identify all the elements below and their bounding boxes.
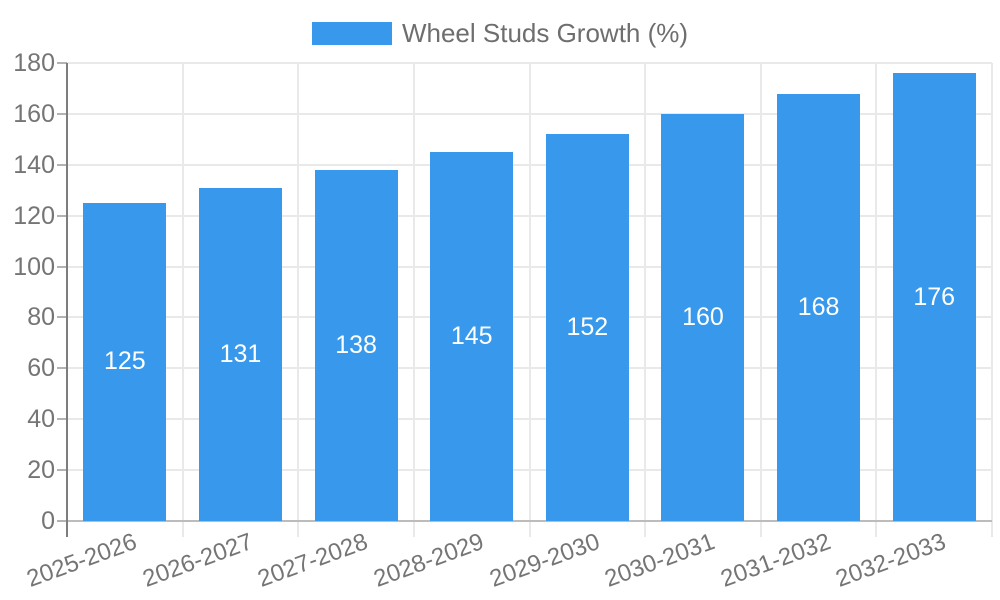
bar[interactable]: 168 [777, 93, 861, 521]
y-tick-mark [57, 418, 67, 421]
y-tick-label: 180 [13, 49, 55, 77]
horizontal-gridline [67, 214, 992, 217]
bar-value-label: 131 [219, 339, 262, 368]
y-tick-label: 120 [13, 201, 55, 230]
y-tick-label: 140 [13, 150, 55, 179]
x-tick-label: 2027-2028 [254, 528, 372, 593]
y-axis-line [66, 63, 68, 537]
bar-value-label: 138 [335, 330, 377, 359]
horizontal-gridline [67, 62, 992, 64]
x-tick-label: 2032-2033 [832, 528, 950, 593]
bar[interactable]: 145 [430, 152, 514, 521]
legend-item[interactable]: Wheel Studs Growth (%) [311, 18, 689, 48]
legend: Wheel Studs Growth (%) [0, 20, 1000, 46]
legend-label: Wheel Studs Growth (%) [401, 18, 689, 48]
x-axis-baseline [67, 520, 992, 522]
x-tick-label: 2028-2029 [370, 528, 488, 593]
bar-value-label: 168 [797, 292, 840, 321]
bar[interactable]: 152 [545, 134, 629, 521]
y-tick-label: 160 [13, 99, 55, 128]
bar-value-label: 145 [450, 322, 493, 351]
vertical-gridline [875, 63, 878, 537]
x-tick-label: 2029-2030 [485, 528, 603, 593]
vertical-gridline [759, 63, 762, 537]
y-tick-label: 80 [27, 303, 55, 332]
horizontal-gridline [67, 316, 992, 319]
legend-swatch-icon [311, 21, 392, 45]
vertical-gridline [528, 63, 531, 537]
vertical-gridline [412, 63, 415, 537]
bar-value-label: 152 [566, 313, 609, 342]
y-tick-label: 0 [41, 507, 55, 535]
horizontal-gridline [67, 418, 992, 421]
y-tick-label: 20 [27, 456, 55, 485]
y-tick-label: 40 [27, 405, 55, 434]
bar[interactable]: 138 [314, 169, 398, 521]
x-tick-label: 2025-2026 [23, 528, 141, 593]
y-tick-mark [57, 214, 67, 217]
y-tick-mark [57, 469, 67, 472]
y-tick-mark [57, 62, 67, 64]
bar-value-label: 176 [913, 282, 956, 311]
vertical-gridline [991, 63, 993, 537]
bar-value-label: 125 [103, 347, 146, 376]
vertical-gridline [297, 63, 300, 537]
y-tick-mark [57, 265, 67, 268]
y-tick-mark [57, 367, 67, 370]
bar[interactable]: 125 [83, 202, 167, 521]
horizontal-gridline [67, 367, 992, 370]
horizontal-gridline [67, 469, 992, 472]
horizontal-gridline [67, 265, 992, 268]
y-tick-label: 100 [13, 252, 55, 281]
x-tick-label: 2031-2032 [717, 528, 835, 593]
bar[interactable]: 131 [198, 187, 282, 521]
x-tick-label: 2026-2027 [138, 528, 256, 593]
bar[interactable]: 176 [892, 73, 976, 521]
y-tick-mark [57, 112, 67, 115]
bar-value-label: 160 [682, 302, 724, 331]
vertical-gridline [181, 63, 184, 537]
y-tick-mark [57, 163, 67, 166]
y-tick-label: 60 [27, 354, 55, 383]
x-tick-label: 2030-2031 [601, 528, 719, 593]
horizontal-gridline [67, 163, 992, 166]
vertical-gridline [644, 63, 647, 537]
y-tick-mark [57, 520, 67, 522]
bar[interactable]: 160 [661, 113, 745, 521]
y-tick-mark [57, 316, 67, 319]
horizontal-gridline [67, 112, 992, 115]
